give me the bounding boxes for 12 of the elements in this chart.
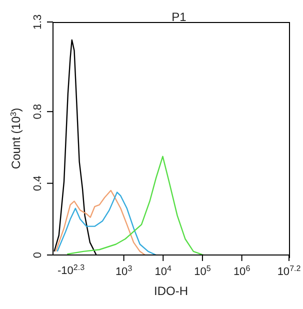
y-tick-label: 0.8 [32, 104, 44, 120]
text: -10$^{2.3}$ [57, 262, 86, 277]
y-tick-label: 0.4 [32, 176, 44, 191]
x-axis-title: IDO-H [154, 284, 188, 298]
y-tick-label: 1.3 [32, 14, 44, 30]
chart-title: P1 [170, 10, 188, 24]
x-tick-label: 10$^{6}$ [233, 264, 251, 278]
y-tick-label: 0 [32, 252, 44, 258]
x-tick-label: 10$^{4}$ [154, 264, 172, 278]
x-tick-label: 10$^{5}$ [194, 264, 212, 278]
x-tick-label: 10$^{3}$ [115, 264, 133, 278]
x-tick-label: 10$^{7.2}$ [277, 264, 302, 278]
